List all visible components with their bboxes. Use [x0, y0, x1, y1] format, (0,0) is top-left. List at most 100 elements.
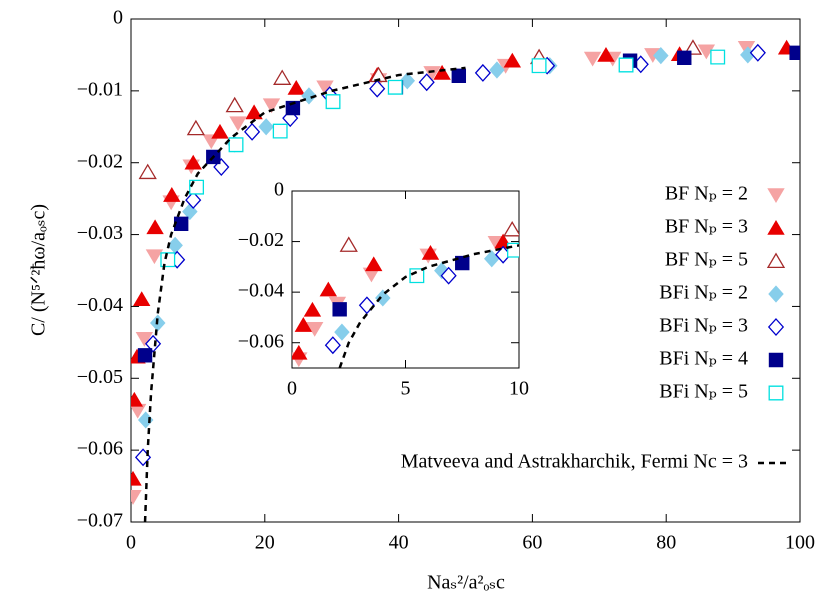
- y-tick-label: −0.02: [77, 150, 123, 172]
- marker: [767, 318, 785, 336]
- marker: [287, 79, 305, 95]
- marker: [131, 490, 142, 505]
- x-tick-label: 5: [401, 378, 411, 400]
- marker: [273, 69, 292, 85]
- y-tick-label: 0: [113, 7, 123, 29]
- marker: [163, 187, 181, 202]
- legend-label: BF Nₚ = 3: [665, 216, 748, 238]
- y-axis-label: C/ (N⁵ᐟ²ħω/aₒₛc): [28, 204, 50, 336]
- marker: [145, 334, 162, 353]
- fit-line: [143, 66, 466, 522]
- legend-label: BFi Nₚ = 4: [659, 348, 748, 370]
- y-tick-label: −0.06: [238, 330, 284, 352]
- marker: [768, 385, 784, 401]
- marker: [409, 268, 425, 284]
- marker: [145, 249, 164, 265]
- marker: [245, 104, 263, 120]
- marker: [324, 336, 341, 355]
- marker: [306, 322, 324, 337]
- x-axis-label: Naₛ²/a²ₒₛc: [427, 572, 505, 594]
- marker: [225, 96, 244, 113]
- legend-label: Matveeva and Astrakharchik, Fermi Nc = 3: [401, 451, 748, 473]
- marker: [131, 391, 144, 407]
- marker: [160, 252, 176, 268]
- marker: [503, 220, 519, 237]
- marker: [433, 64, 451, 80]
- x-tick-label: 60: [522, 532, 542, 554]
- x-tick-label: 80: [656, 532, 676, 554]
- marker: [418, 73, 435, 92]
- marker: [146, 219, 164, 235]
- marker: [228, 137, 244, 153]
- marker: [451, 68, 467, 83]
- marker: [285, 100, 301, 116]
- y-tick-label: 0: [274, 179, 284, 201]
- marker: [768, 285, 784, 303]
- marker: [768, 352, 784, 368]
- x-tick-label: 10: [509, 378, 529, 400]
- marker: [766, 252, 786, 269]
- marker: [135, 331, 154, 347]
- marker: [244, 122, 261, 141]
- marker: [137, 348, 153, 363]
- marker: [421, 244, 440, 260]
- marker: [789, 45, 800, 60]
- marker: [258, 118, 274, 136]
- y-tick-label: −0.07: [77, 510, 123, 532]
- marker: [133, 291, 151, 307]
- marker: [597, 46, 615, 62]
- marker: [303, 301, 322, 317]
- plot-area: [131, 39, 800, 522]
- x-tick-label: 100: [785, 532, 815, 554]
- marker: [365, 256, 383, 272]
- marker: [489, 61, 505, 79]
- marker: [749, 43, 766, 62]
- marker: [387, 79, 403, 95]
- marker: [294, 317, 313, 332]
- marker: [229, 116, 247, 132]
- y-tick-label: −0.03: [77, 222, 123, 244]
- marker: [138, 163, 157, 180]
- marker: [677, 50, 692, 66]
- legend-label: BFi Nₚ = 2: [659, 282, 748, 304]
- marker: [272, 123, 288, 139]
- legend-label: BFi Nₚ = 3: [659, 315, 748, 337]
- x-tick-label: 0: [287, 378, 297, 400]
- x-tick-label: 0: [126, 532, 136, 554]
- marker: [434, 262, 450, 280]
- marker: [531, 58, 547, 74]
- plot-frame: [291, 190, 520, 369]
- marker: [182, 202, 198, 221]
- legend-label: BF Nₚ = 5: [665, 249, 748, 271]
- y-tick-label: −0.04: [77, 294, 123, 316]
- y-tick-label: −0.04: [238, 280, 284, 302]
- marker: [375, 289, 391, 307]
- marker: [211, 123, 229, 139]
- marker: [423, 66, 441, 81]
- marker: [583, 51, 602, 67]
- marker: [332, 302, 347, 317]
- marker: [319, 281, 338, 297]
- marker: [710, 49, 726, 65]
- x-tick-label: 40: [389, 532, 409, 554]
- marker: [503, 52, 522, 68]
- legend-label: BFi Nₚ = 5: [659, 381, 748, 403]
- marker: [399, 72, 416, 90]
- marker: [618, 57, 634, 73]
- marker: [186, 119, 206, 136]
- marker: [184, 154, 202, 170]
- marker: [440, 266, 457, 285]
- legend-label: BF Nₚ = 2: [665, 183, 748, 205]
- marker: [369, 79, 386, 98]
- marker: [339, 236, 358, 252]
- y-tick-label: −0.05: [77, 366, 123, 388]
- marker: [131, 470, 142, 486]
- marker: [767, 220, 785, 235]
- marker: [653, 47, 669, 65]
- marker: [325, 94, 341, 110]
- marker: [474, 63, 491, 82]
- marker: [767, 188, 785, 203]
- marker: [185, 191, 202, 210]
- y-tick-label: −0.06: [77, 438, 123, 460]
